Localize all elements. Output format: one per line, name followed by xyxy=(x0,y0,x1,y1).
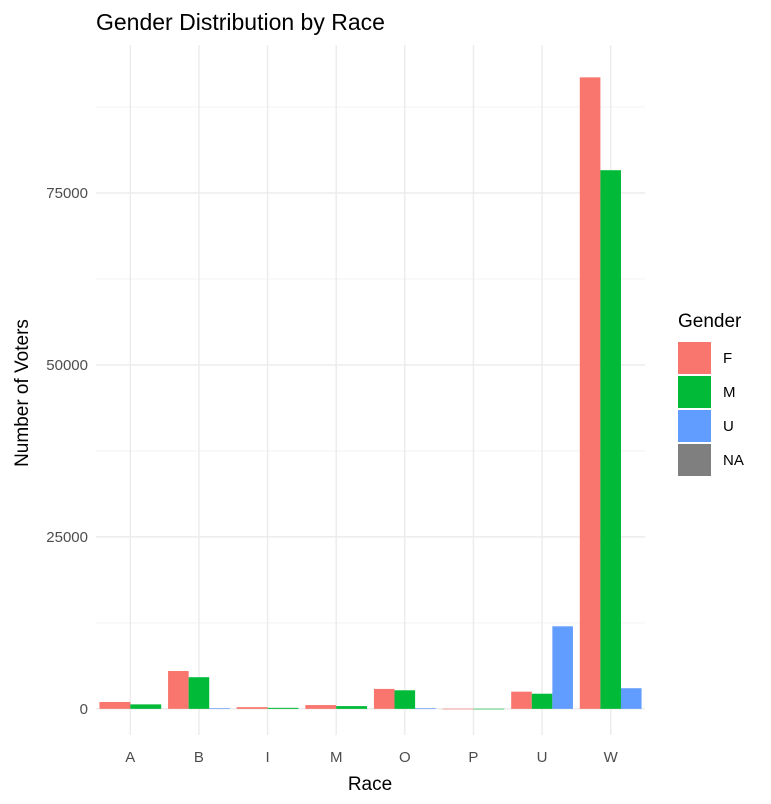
bar-B-M xyxy=(188,677,210,709)
axes: 0 25000 50000 75000 A B I M O P U W xyxy=(46,185,618,766)
plot-grid xyxy=(96,45,645,735)
bar-O-F xyxy=(373,688,395,709)
x-tick-label: O xyxy=(399,749,411,766)
bar-I-M xyxy=(267,707,299,709)
y-tick-label: 50000 xyxy=(46,357,88,374)
bar-M-M xyxy=(336,706,368,709)
legend: Gender FMU NA xyxy=(678,311,744,476)
x-tick-label: M xyxy=(330,749,343,766)
bar-W-U xyxy=(620,688,642,709)
y-tick-label: 0 xyxy=(80,701,88,718)
bar-M-F xyxy=(305,705,337,709)
x-tick-label: I xyxy=(265,749,269,766)
y-tick-label: 25000 xyxy=(46,529,88,546)
x-axis-title: Race xyxy=(348,774,392,795)
x-tick-label: U xyxy=(537,749,548,766)
chart-title: Gender Distribution by Race xyxy=(96,9,385,35)
legend-key-M xyxy=(678,376,711,408)
y-axis-title: Number of Voters xyxy=(12,319,33,467)
y-tick-label: 75000 xyxy=(46,185,88,202)
legend-label-NA: NA xyxy=(723,452,744,469)
bar-U-U xyxy=(552,626,573,709)
bar-B-F xyxy=(168,671,189,709)
legend-key-NA xyxy=(678,444,711,476)
legend-label-F: F xyxy=(723,350,732,367)
bar-U-M xyxy=(531,693,553,709)
bar-O-M xyxy=(394,690,416,709)
bar-A-M xyxy=(130,704,162,709)
x-tick-label: P xyxy=(468,749,478,766)
bar-P-M xyxy=(473,708,505,710)
bar-P-F xyxy=(442,708,474,710)
bar-O-U xyxy=(415,708,436,709)
bar-W-M xyxy=(600,170,621,709)
bar-B-U xyxy=(209,708,230,709)
bar-W-F xyxy=(579,77,601,709)
x-tick-label: W xyxy=(604,749,619,766)
plot-bars xyxy=(99,77,642,710)
x-tick-label: B xyxy=(194,749,204,766)
legend-key-F xyxy=(678,342,711,374)
bar-A-F xyxy=(99,701,131,709)
bar-I-F xyxy=(236,707,268,709)
bar-U-F xyxy=(511,691,532,709)
legend-key-U xyxy=(678,410,711,442)
x-tick-label: A xyxy=(125,749,135,766)
legend-label-M: M xyxy=(723,384,736,401)
legend-label-U: U xyxy=(723,418,734,435)
legend-title: Gender xyxy=(678,311,742,332)
